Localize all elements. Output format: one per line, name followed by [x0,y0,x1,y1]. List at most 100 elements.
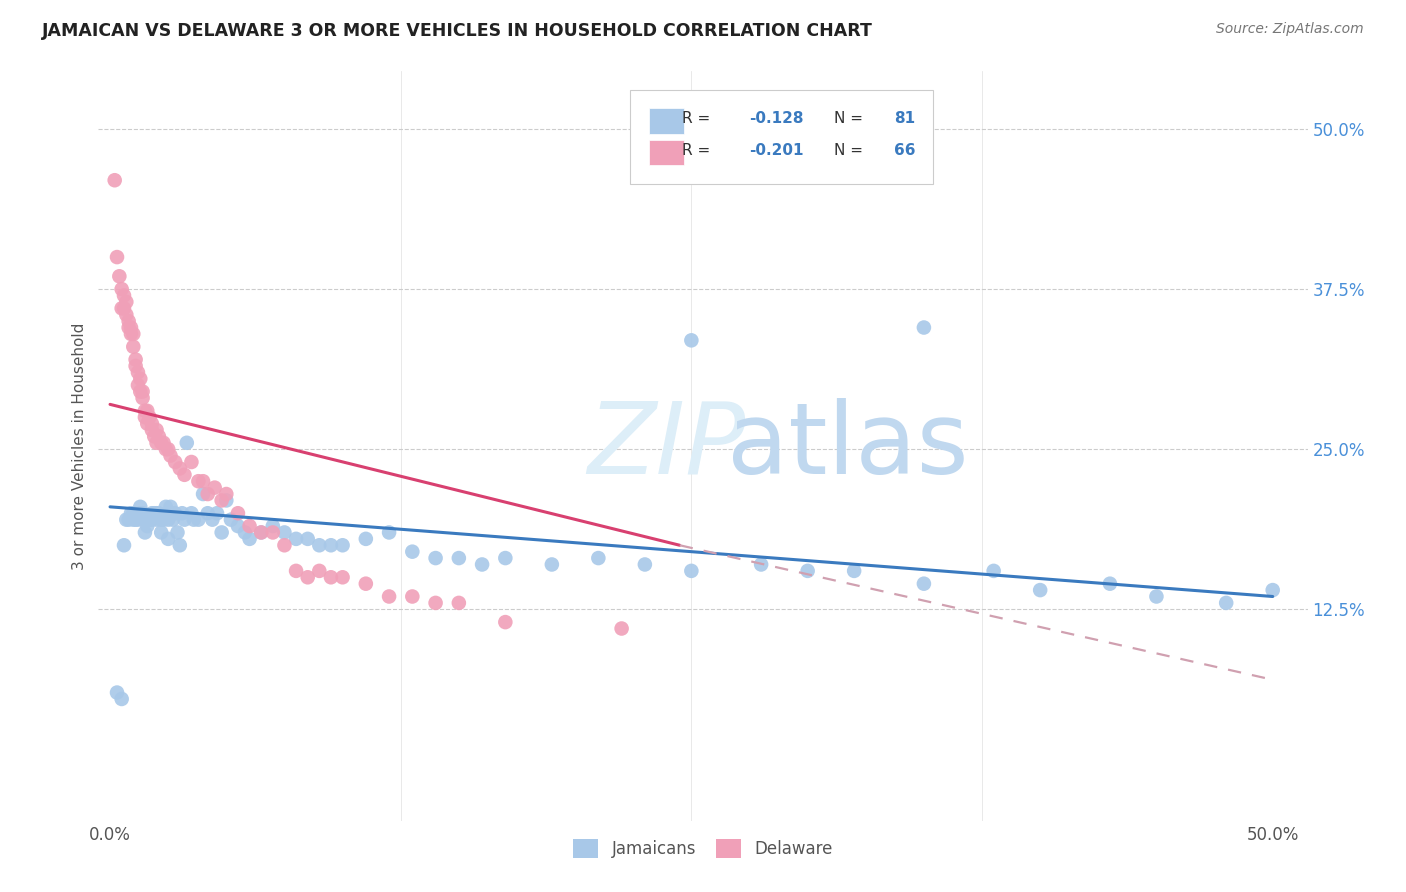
Point [148,429,170,443]
Point [1098,576,1121,591]
Point [197,487,219,501]
Point [173,467,195,482]
Point [165,455,187,469]
Point [205,506,228,520]
Point [180,506,202,520]
Point [162,513,184,527]
Point [183,513,205,527]
Point [332,570,354,584]
Point [120,506,142,520]
Point [157,513,180,527]
Text: -0.128: -0.128 [749,112,803,126]
Y-axis label: 3 or more Vehicles in Household: 3 or more Vehicles in Household [72,322,87,570]
Point [332,538,354,552]
Point [983,564,1005,578]
Point [141,417,163,431]
Point [129,372,152,386]
Point [136,417,159,431]
Point [111,692,134,706]
Point [118,513,141,527]
Text: atlas: atlas [727,398,969,494]
Point [104,173,127,187]
Point [145,435,167,450]
Point [122,513,145,527]
Point [540,558,562,572]
Point [136,519,159,533]
Point [131,506,153,520]
Point [401,590,423,604]
Point [131,391,153,405]
Point [120,326,142,341]
Point [471,558,494,572]
Point [1144,590,1167,604]
Point [129,506,152,520]
Point [111,282,134,296]
Point [134,513,156,527]
Point [124,513,146,527]
Point [145,506,167,520]
Point [169,461,191,475]
Point [273,538,295,552]
Point [129,500,152,514]
FancyBboxPatch shape [630,90,932,184]
Point [141,513,163,527]
Point [150,435,173,450]
Point [138,410,160,425]
Point [191,474,214,488]
Point [129,384,152,399]
Point [112,538,135,552]
Point [122,326,145,341]
Point [166,525,188,540]
Text: 66: 66 [894,143,915,158]
Point [148,506,170,520]
Point [165,506,187,520]
Point [239,519,262,533]
Point [134,410,156,425]
Point [112,288,135,302]
Point [262,519,284,533]
Text: Source: ZipAtlas.com: Source: ZipAtlas.com [1216,22,1364,37]
Point [285,564,308,578]
Point [176,435,198,450]
Point [152,513,174,527]
Point [239,532,262,546]
Point [138,513,160,527]
Point [1029,583,1052,598]
Text: N =: N = [834,112,868,126]
Point [127,378,149,392]
Point [425,596,447,610]
Point [319,570,342,584]
Point [169,538,191,552]
Point [134,404,156,418]
Point [122,506,145,520]
Point [378,590,401,604]
Point [150,525,173,540]
Point [494,551,516,566]
Point [122,340,145,354]
Point [187,474,209,488]
Point [226,506,249,520]
Text: R =: R = [682,143,716,158]
Point [111,301,134,316]
Point [273,525,295,540]
Point [143,429,166,443]
Point [297,532,319,546]
Point [157,532,180,546]
Point [447,551,470,566]
Point [180,455,202,469]
Text: JAMAICAN VS DELAWARE 3 OR MORE VEHICLES IN HOUSEHOLD CORRELATION CHART: JAMAICAN VS DELAWARE 3 OR MORE VEHICLES … [42,22,873,40]
Point [112,301,135,316]
Text: N =: N = [834,143,868,158]
Legend: Jamaicans, Delaware: Jamaicans, Delaware [567,833,839,864]
Point [912,320,935,334]
Point [131,384,153,399]
Point [262,525,284,540]
Text: R =: R = [682,112,716,126]
Point [143,506,166,520]
Point [634,558,657,572]
Point [215,487,238,501]
Point [425,551,447,566]
Point [588,551,610,566]
Point [681,334,703,348]
Point [401,544,423,558]
